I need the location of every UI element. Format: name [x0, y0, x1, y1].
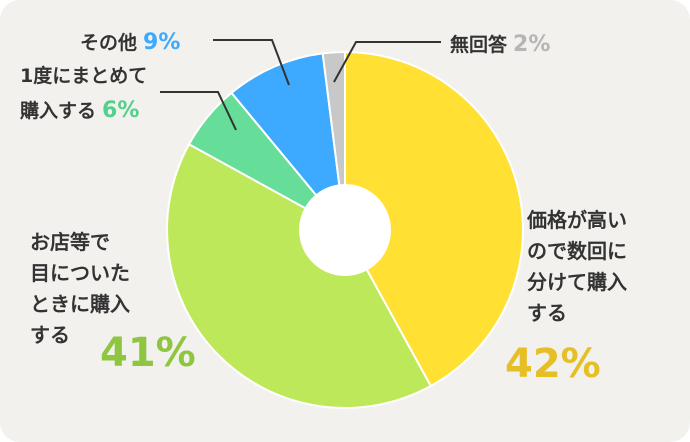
slice-label-line: 価格が高い — [526, 208, 627, 232]
slice-label-other: その他 9% — [80, 30, 180, 55]
slice-label-line: する — [30, 323, 70, 347]
slice-label-line: 無回答 — [450, 33, 508, 56]
slice-label-impulse-purchase: お店等で目についたときに購入する — [30, 230, 130, 347]
leader-line-bulk-purchase — [160, 91, 237, 131]
leader-line-no-answer — [333, 41, 441, 83]
donut-hole — [299, 184, 391, 276]
slice-label-split-purchase: 価格が高いので数回に分けて購入する — [526, 208, 627, 325]
slice-label-line: 購入する — [20, 99, 96, 122]
leader-line-other — [213, 39, 290, 86]
slice-label-line: 分けて購入 — [527, 270, 627, 294]
slice-label-line: ときに購入 — [30, 292, 130, 316]
slice-value-no-answer: 2% — [513, 32, 550, 57]
slice-label-line: その他 — [80, 31, 137, 54]
slice-split-purchase — [344, 50, 524, 388]
slice-label-line: する — [527, 301, 567, 325]
slice-value-bulk-purchase: 6% — [102, 98, 139, 123]
slice-label-line: お店等で — [30, 230, 110, 254]
slice-value-other: 9% — [143, 30, 180, 55]
slice-value-split-purchase: 42% — [505, 341, 601, 387]
slice-label-line: ので数回に — [527, 239, 627, 263]
slice-impulse-purchase — [166, 142, 433, 409]
slice-label-no-answer: 無回答 2% — [450, 32, 550, 57]
slice-label-line: 目についた — [30, 261, 130, 285]
slice-label-line: 1度にまとめて — [20, 64, 147, 87]
slice-label-bulk-purchase: 1度にまとめて購入する 6% — [20, 64, 147, 123]
slice-other — [230, 52, 347, 234]
slice-value-impulse-purchase: 41% — [100, 330, 196, 376]
